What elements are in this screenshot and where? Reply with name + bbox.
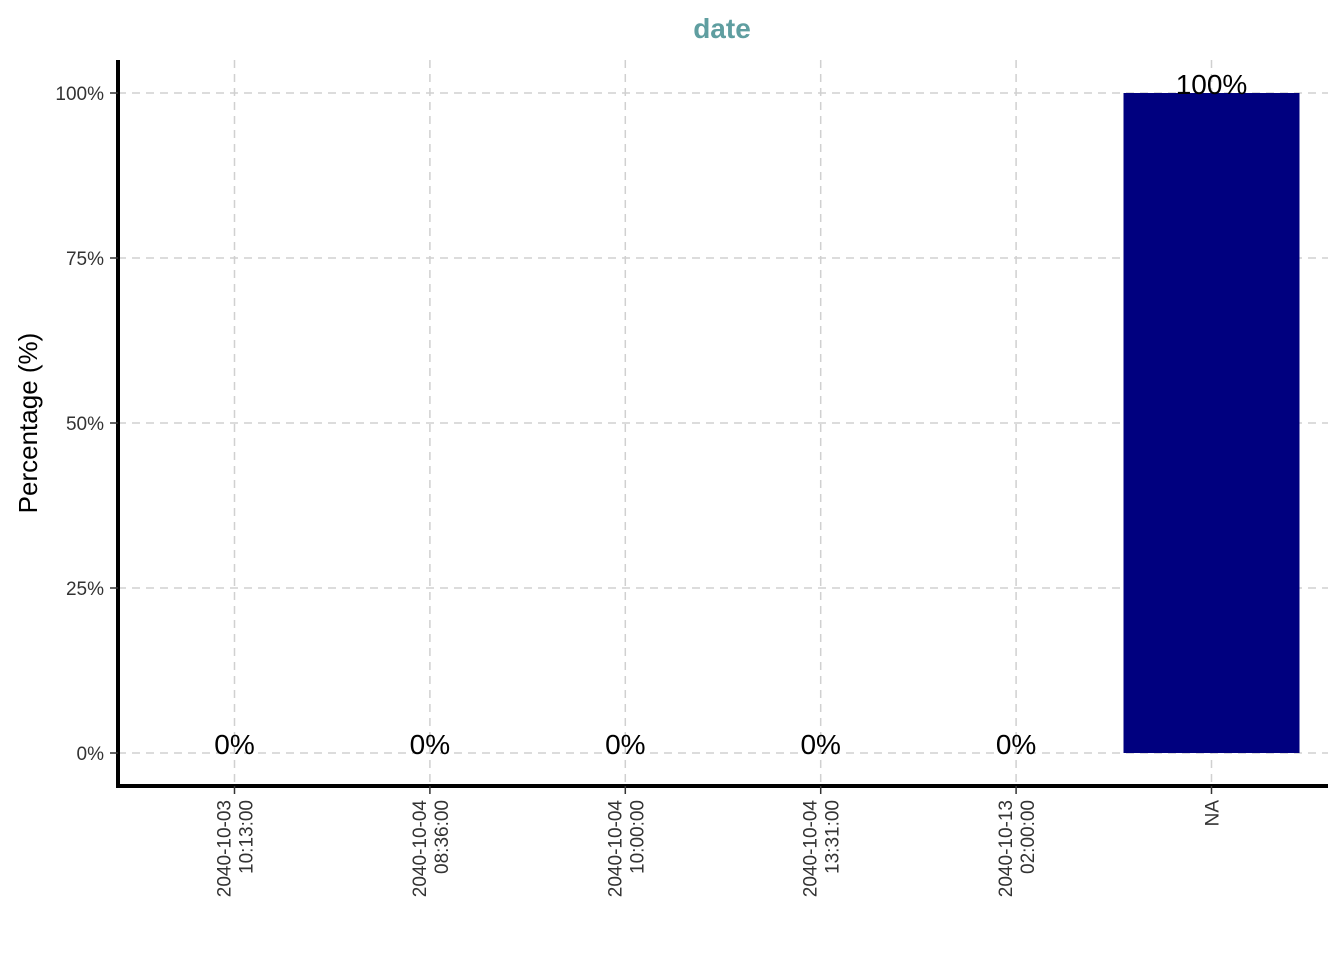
axes <box>116 60 1328 788</box>
y-tick-label: 75% <box>66 249 104 270</box>
data-label: 0% <box>996 729 1036 760</box>
data-labels: 0% 0% 0% 0% 0% 100% <box>214 69 1247 760</box>
y-tick-label: 100% <box>55 84 104 105</box>
x-tick-label-line: 2040-10-13 <box>996 800 1017 897</box>
data-label: 0% <box>214 729 254 760</box>
chart-title: date <box>693 13 751 44</box>
x-tick-label-line: NA <box>1203 800 1224 827</box>
gridlines <box>118 60 1328 786</box>
bar <box>1123 93 1300 753</box>
x-tick-label-line: 2040-10-03 <box>215 800 236 897</box>
x-tick-label: 2040-10-04 08:36:00 <box>410 800 453 898</box>
x-ticks: 2040-10-03 10:13:00 2040-10-04 08:36:00 2040… <box>215 786 1224 897</box>
x-tick-label-line: 13:31:00 <box>823 800 844 874</box>
x-tick-label-line: 02:00:00 <box>1018 800 1039 874</box>
x-tick-label-line: 08:36:00 <box>432 800 453 874</box>
x-tick-label: 2040-10-13 02:00:00 <box>996 800 1039 897</box>
data-label: 0% <box>410 729 450 760</box>
bars <box>1123 93 1300 753</box>
x-tick-label-line: 10:00:00 <box>627 800 648 874</box>
x-tick-label: 2040-10-04 10:00:00 <box>605 800 648 898</box>
y-tick-label: 25% <box>66 579 104 600</box>
x-tick-label: 2040-10-03 10:13:00 <box>215 800 258 897</box>
x-tick-label-line: 2040-10-04 <box>801 800 822 898</box>
y-tick-label: 0% <box>77 744 105 765</box>
data-label: 0% <box>605 729 645 760</box>
y-axis-label: Percentage (%) <box>13 333 43 514</box>
y-tick-label: 50% <box>66 414 104 435</box>
data-label: 100% <box>1176 69 1248 100</box>
x-tick-label-line: 2040-10-04 <box>605 800 626 898</box>
x-tick-label: NA <box>1203 800 1224 827</box>
y-ticks: 0% 25% 50% 75% 100% <box>55 84 118 765</box>
x-tick-label-line: 2040-10-04 <box>410 800 431 898</box>
x-tick-label: 2040-10-04 13:31:00 <box>801 800 844 898</box>
x-tick-label-line: 10:13:00 <box>237 800 258 874</box>
data-label: 0% <box>800 729 840 760</box>
